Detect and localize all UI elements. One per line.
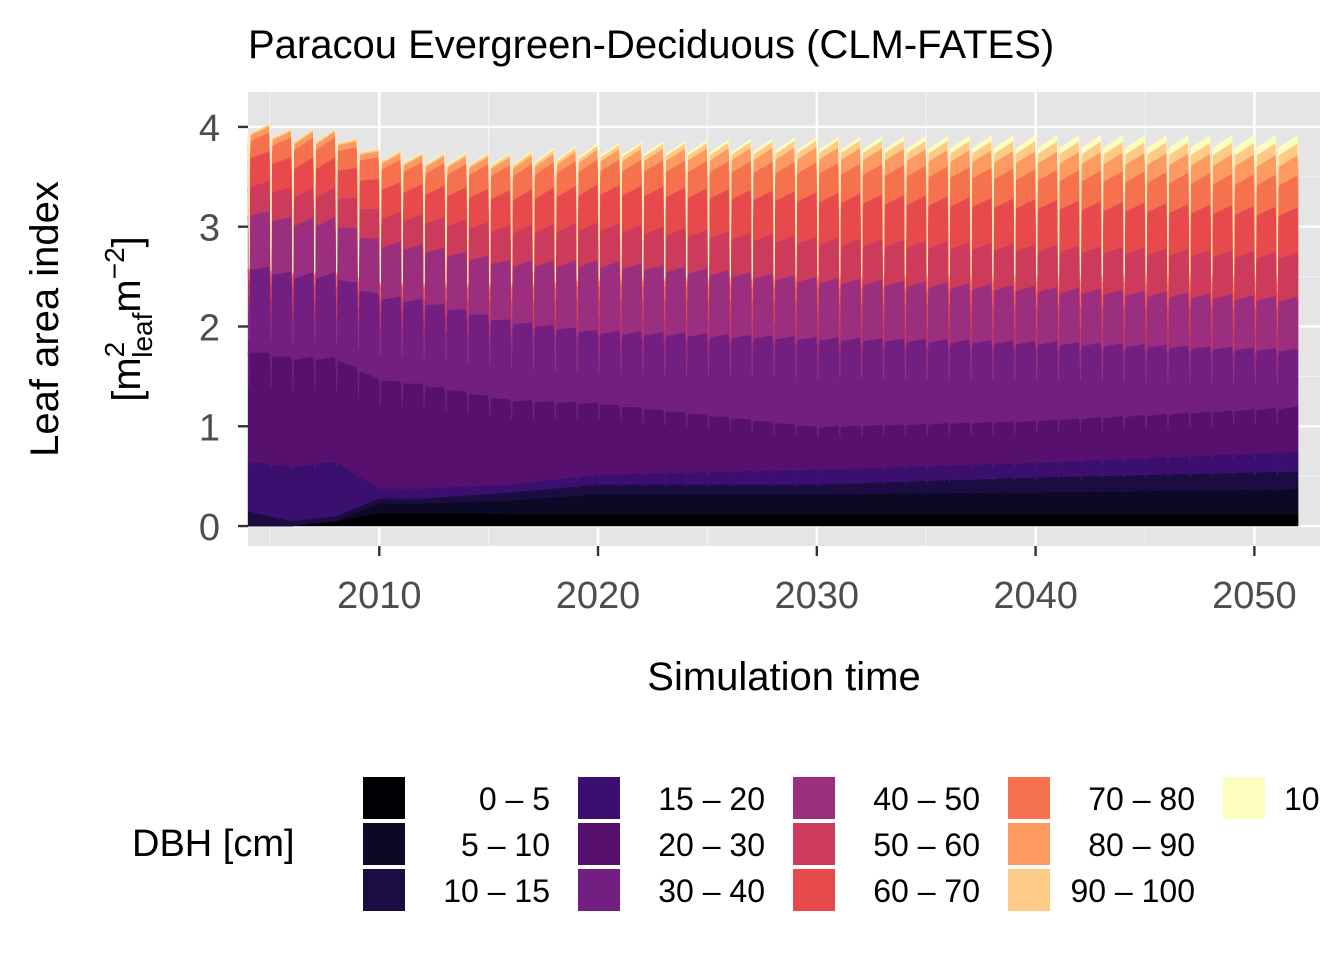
legend-label: 5 – 10 <box>461 827 550 863</box>
axis-ticks <box>238 125 1256 556</box>
stacked-areas <box>247 123 1299 527</box>
y-units-sup2: −2 <box>99 247 130 279</box>
y-axis-units: [m2leafm−2] <box>99 236 158 402</box>
legend-label: 70 – 80 <box>1088 781 1195 817</box>
legend-key <box>1221 775 1267 821</box>
legend-key <box>791 775 837 821</box>
x-tick-label: 2010 <box>337 575 422 617</box>
y-units-mid: m <box>105 279 149 312</box>
y-units-close: ] <box>105 236 149 247</box>
legend-label: 10 <box>1284 781 1320 817</box>
legend-key <box>791 821 837 867</box>
legend-label: 20 – 30 <box>658 827 765 863</box>
legend-key <box>576 821 622 867</box>
legend-label: 60 – 70 <box>873 873 980 909</box>
y-tick-label: 4 <box>199 108 220 150</box>
legend-label: 30 – 40 <box>658 873 765 909</box>
legend-label: 90 – 100 <box>1070 873 1195 909</box>
x-axis-title: Simulation time <box>647 655 920 699</box>
legend-key <box>1006 821 1052 867</box>
area-10 <box>247 123 1299 285</box>
y-axis-title: Leaf area index <box>23 181 67 457</box>
legend-label: 80 – 90 <box>1088 827 1195 863</box>
y-units-open: [m <box>105 357 149 401</box>
legend-key <box>576 775 622 821</box>
x-tick-label: 2040 <box>993 575 1078 617</box>
y-units-sub: leaf <box>127 312 158 357</box>
legend: 0 – 5 5 – 10 10 – 15 15 – 20 20 – 30 30 – 40 4… <box>361 775 1320 913</box>
y-tick-label: 2 <box>199 307 220 349</box>
legend-label: 10 – 15 <box>443 873 550 909</box>
y-tick-label: 1 <box>199 407 220 449</box>
legend-label: 50 – 60 <box>873 827 980 863</box>
axis-tick-labels: 2010 2020 2030 2040 2050 0 1 2 3 4 <box>199 108 1297 617</box>
legend-key <box>361 775 407 821</box>
x-tick-label: 2050 <box>1212 575 1297 617</box>
legend-label: 0 – 5 <box>479 781 550 817</box>
legend-key <box>1006 867 1052 913</box>
chart-title: Paracou Evergreen-Deciduous (CLM-FATES) <box>248 23 1054 67</box>
y-tick-label: 0 <box>199 507 220 549</box>
legend-key <box>1006 775 1052 821</box>
y-units-sup1: 2 <box>99 342 130 358</box>
legend-key <box>361 821 407 867</box>
legend-label: 40 – 50 <box>873 781 980 817</box>
legend-label: 15 – 20 <box>658 781 765 817</box>
legend-key <box>791 867 837 913</box>
legend-title: DBH [cm] <box>132 823 295 865</box>
legend-key <box>576 867 622 913</box>
y-tick-label: 3 <box>199 208 220 250</box>
area-0-5 <box>248 512 1299 527</box>
x-tick-label: 2030 <box>775 575 860 617</box>
legend-key <box>361 867 407 913</box>
x-tick-label: 2020 <box>556 575 641 617</box>
